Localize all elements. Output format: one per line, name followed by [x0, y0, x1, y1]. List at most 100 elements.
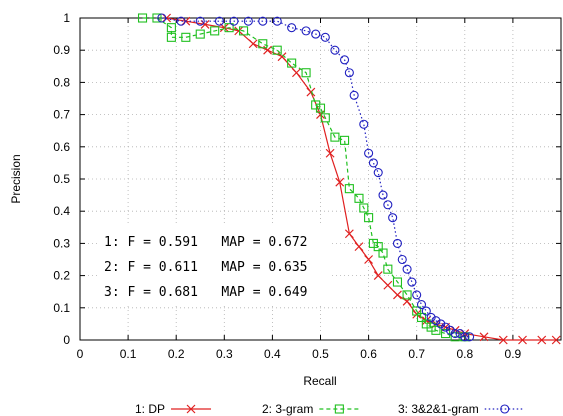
data-point [393, 290, 402, 300]
y-tick-label: 0.3 [53, 236, 70, 250]
series-1 [162, 13, 561, 345]
data-point [157, 13, 167, 23]
data-point [383, 200, 393, 210]
data-point [272, 16, 282, 26]
data-point [441, 322, 451, 332]
series-3 [157, 13, 475, 342]
legend-marker [334, 404, 344, 414]
y-tick-label: 0.8 [53, 75, 70, 89]
y-tick-label: 0 [63, 333, 70, 347]
data-point [416, 300, 427, 310]
data-point [176, 16, 186, 26]
data-point [311, 100, 321, 110]
x-tick-label: 0.3 [216, 347, 233, 361]
data-point [537, 335, 547, 345]
data-point [364, 213, 374, 223]
data-point [397, 254, 407, 265]
data-point [378, 190, 388, 200]
data-point [234, 26, 244, 36]
data-point [426, 312, 436, 323]
data-point [137, 13, 148, 23]
data-point [301, 26, 311, 36]
data-point [450, 329, 460, 339]
data-point [416, 312, 427, 323]
data-point [335, 177, 345, 187]
data-point [412, 306, 422, 316]
data-point [339, 55, 350, 65]
series-line [142, 17, 465, 338]
data-point [258, 16, 268, 26]
series-group [137, 13, 561, 345]
data-point [210, 26, 220, 36]
data-point [378, 248, 388, 258]
data-point [392, 277, 403, 287]
annotation-3: 3: F = 0.681 MAP = 0.649 [104, 285, 308, 300]
legend-label: 2: 3-gram [262, 402, 313, 416]
x-tick-label: 0.1 [120, 347, 137, 361]
data-point [364, 148, 374, 158]
x-axis-label: Recall [303, 374, 336, 388]
data-point [407, 277, 417, 287]
y-tick-label: 0.5 [53, 172, 70, 186]
legend-label: 3: 3&2&1-gram [398, 402, 479, 416]
data-point [320, 113, 330, 123]
y-tick-label: 0.4 [53, 204, 70, 218]
data-point [465, 332, 475, 342]
x-tick-label: 0.7 [408, 347, 425, 361]
data-point [344, 68, 354, 78]
data-point [431, 325, 441, 335]
data-point [412, 290, 422, 300]
data-point [315, 103, 326, 113]
data-point [325, 148, 335, 158]
data-point [152, 13, 162, 23]
annotation-2: 2: F = 0.611 MAP = 0.635 [104, 260, 308, 275]
data-point [306, 87, 316, 97]
data-point [551, 335, 561, 345]
data-point [441, 329, 451, 339]
x-tick-label: 0.4 [264, 347, 281, 361]
y-axis-ticks: 0 0.1 0.2 0.3 0.4 0.5 0.6 0.7 0.8 0.9 1 [53, 11, 561, 347]
data-point [354, 193, 364, 203]
data-point [450, 332, 460, 342]
data-point [455, 329, 465, 339]
data-point [349, 90, 359, 100]
data-point [373, 271, 383, 281]
data-point [518, 335, 527, 345]
data-point [412, 309, 422, 319]
data-point [392, 238, 403, 248]
data-point [229, 16, 239, 26]
data-point [383, 280, 393, 290]
data-point [479, 332, 489, 342]
data-point [339, 135, 350, 145]
data-point [243, 16, 253, 26]
data-point [195, 16, 205, 26]
x-axis-ticks: 0 0.1 0.2 0.3 0.4 0.5 0.6 0.7 0.8 0.9 [77, 18, 522, 361]
data-point [311, 29, 321, 39]
data-point [238, 26, 249, 36]
data-point [258, 39, 268, 49]
data-point [272, 45, 282, 55]
data-point [402, 264, 412, 274]
data-point [383, 264, 393, 274]
data-point [368, 158, 378, 168]
x-tick-label: 0.8 [456, 347, 473, 361]
data-point [162, 13, 172, 23]
data-point [364, 255, 374, 264]
data-point [214, 16, 225, 26]
data-point [359, 119, 369, 129]
data-point [354, 242, 364, 252]
data-point [320, 32, 330, 42]
data-point [436, 319, 446, 329]
data-point [388, 213, 398, 223]
y-axis-label: Precision [9, 154, 23, 203]
data-point [421, 319, 431, 329]
x-tick-label: 0.6 [360, 347, 377, 361]
y-tick-label: 0.7 [53, 108, 70, 122]
y-tick-label: 0.1 [53, 301, 70, 315]
data-point [402, 290, 412, 300]
data-point [373, 168, 383, 178]
data-point [287, 58, 297, 68]
annotation-box [98, 226, 330, 306]
x-tick-label: 0 [77, 347, 84, 361]
